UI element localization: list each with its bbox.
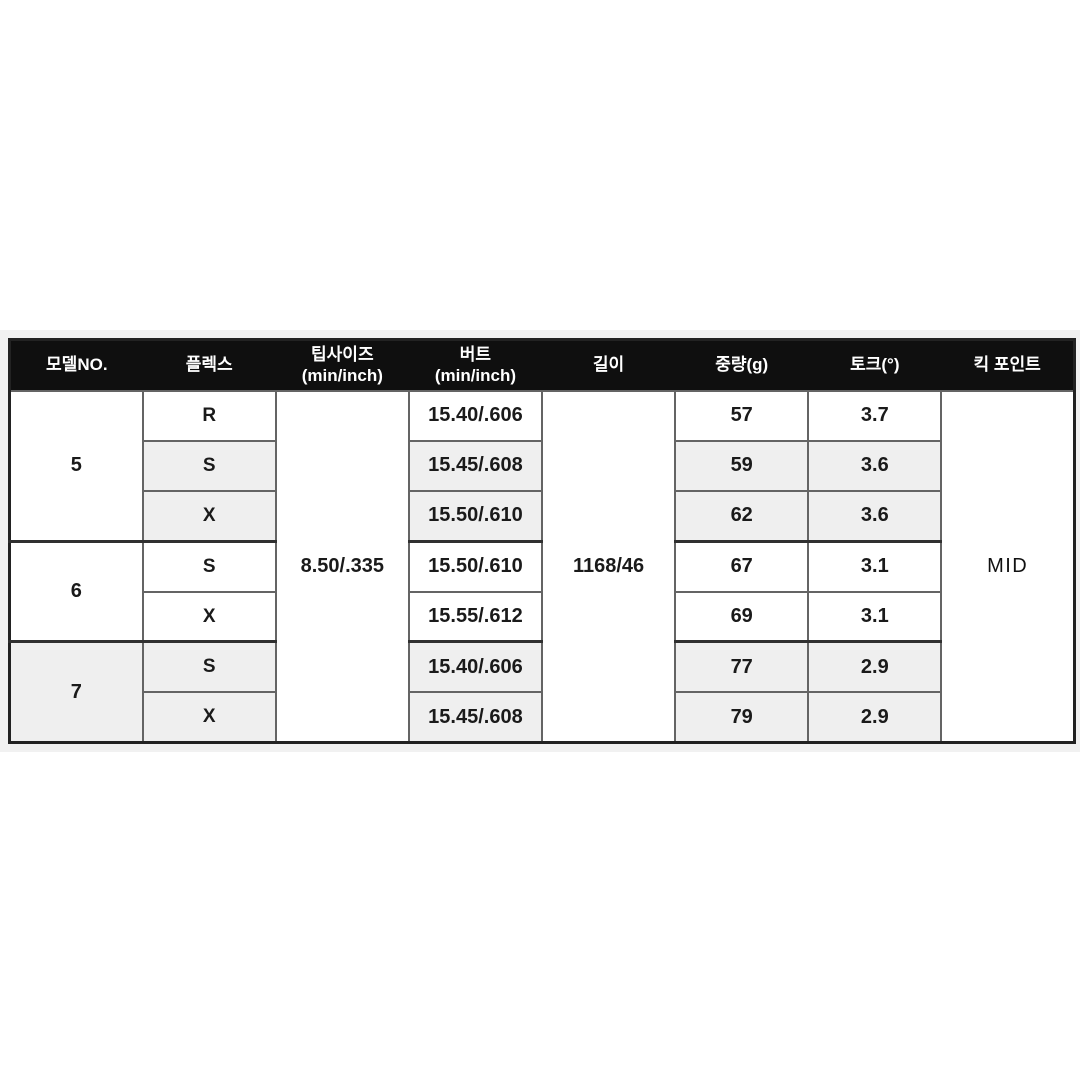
- flex-cell: R: [141, 389, 277, 442]
- weight-cell: 67: [674, 539, 810, 593]
- butt-cell: 15.45/.608: [407, 439, 544, 493]
- table-row: 5 R 8.50/.335 15.40/.606 1168/46 57 3.7 …: [8, 389, 1076, 744]
- butt-cell: 15.50/.610: [407, 490, 544, 543]
- length-cell: 1168/46: [540, 389, 677, 744]
- col-header-kick-point: 킥 포인트: [941, 339, 1075, 391]
- torque-cell: 3.6: [807, 439, 943, 493]
- model-cell-6: 6: [8, 539, 144, 643]
- kick-point-cell: MID: [940, 389, 1076, 744]
- butt-cell: 15.40/.606: [407, 640, 544, 694]
- model-cell-5: 5: [8, 389, 144, 543]
- col-header-torque: 토크(°): [808, 339, 942, 391]
- weight-cell: 62: [674, 490, 810, 543]
- butt-cell: 15.40/.606: [407, 389, 544, 442]
- flex-cell: S: [141, 539, 277, 593]
- flex-cell: X: [141, 490, 277, 543]
- butt-cell: 15.50/.610: [407, 539, 544, 593]
- col-header-butt: 버트 (min/inch): [408, 339, 542, 391]
- flex-cell: S: [141, 640, 277, 694]
- torque-cell: 3.7: [807, 389, 943, 442]
- torque-cell: 2.9: [807, 691, 943, 744]
- table-row: X 15.50/.610 62 3.6: [10, 490, 1075, 543]
- weight-cell: 77: [674, 640, 810, 694]
- table-row: 7 S 15.40/.606 77 2.9: [8, 640, 1075, 744]
- torque-cell: 2.9: [807, 640, 943, 694]
- model-cell-7: 7: [8, 640, 144, 744]
- weight-cell: 57: [674, 389, 810, 442]
- butt-cell: 15.45/.608: [407, 691, 544, 744]
- table-row: S 15.45/.608 59 3.6: [10, 439, 1075, 493]
- col-header-length: 길이: [542, 339, 676, 391]
- weight-cell: 69: [674, 590, 810, 643]
- torque-cell: 3.1: [807, 539, 943, 593]
- table-row: X 15.45/.608 79 2.9: [10, 691, 1075, 744]
- weight-cell: 79: [674, 691, 810, 744]
- spec-table-panel: 모델NO. 플렉스 팁사이즈 (min/inch) 버트 (min/inch) …: [0, 330, 1080, 752]
- butt-cell: 15.55/.612: [407, 590, 544, 643]
- flex-cell: X: [141, 691, 277, 744]
- col-header-tip-size: 팁사이즈 (min/inch): [275, 339, 409, 391]
- torque-cell: 3.1: [807, 590, 943, 643]
- col-header-model-no: 모델NO.: [9, 339, 143, 391]
- torque-cell: 3.6: [807, 490, 943, 543]
- shaft-spec-table: 모델NO. 플렉스 팁사이즈 (min/inch) 버트 (min/inch) …: [8, 338, 1076, 744]
- flex-cell: X: [141, 590, 277, 643]
- header-row: 모델NO. 플렉스 팁사이즈 (min/inch) 버트 (min/inch) …: [9, 339, 1075, 391]
- col-header-weight: 중량(g): [675, 339, 809, 391]
- table-row: 6 S 15.50/.610 67 3.1: [8, 539, 1075, 643]
- weight-cell: 59: [674, 439, 810, 493]
- col-header-flex: 플렉스: [142, 339, 276, 391]
- tip-size-cell: 8.50/.335: [274, 389, 410, 744]
- flex-cell: S: [141, 439, 277, 493]
- table-row: X 15.55/.612 69 3.1: [10, 590, 1075, 643]
